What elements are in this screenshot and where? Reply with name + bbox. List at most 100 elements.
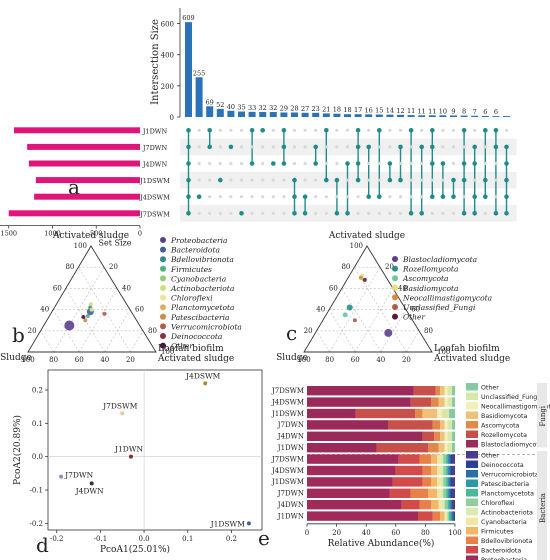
membership-dot-empty <box>441 178 445 182</box>
stacked-segment <box>440 488 444 498</box>
membership-dot-active <box>493 128 499 133</box>
membership-dot-active <box>345 161 350 166</box>
legend-marker <box>160 246 166 253</box>
membership-dot-empty <box>494 178 498 182</box>
intersection-bar <box>280 112 288 117</box>
intersection-bar <box>259 112 267 117</box>
pcoa-point-label: J4DWN <box>75 486 105 495</box>
stacked-segment <box>440 511 445 521</box>
legend-label: Unclassified_Fungi <box>481 394 539 401</box>
stacked-x-tick-label: 60 <box>391 529 400 537</box>
legend-label: Bdellovibrionota <box>170 255 234 264</box>
stacked-segment <box>450 488 453 498</box>
set-name-label: J7DWN <box>142 144 168 152</box>
legend-marker <box>160 275 166 282</box>
intersection-bar-label: 16 <box>365 106 373 114</box>
membership-dot-empty <box>451 211 456 215</box>
ternary-left-label: Sludge <box>276 353 308 363</box>
membership-dot-empty <box>430 178 434 182</box>
legend-label: Unclassified_Fungi <box>403 303 476 312</box>
ternary-grid-line <box>40 330 54 353</box>
intersection-bar-label: 28 <box>290 104 298 112</box>
membership-dot-active <box>218 177 223 183</box>
membership-dot-empty <box>345 178 350 182</box>
ternary-fungi: 202020404040606060808080100100100Activat… <box>276 231 510 364</box>
membership-dot-empty <box>335 161 339 166</box>
membership-dot-empty <box>314 128 318 132</box>
intersection-bar <box>344 114 351 117</box>
stacked-segment <box>307 408 356 419</box>
stacked-segment <box>431 397 439 407</box>
membership-dot-active <box>324 128 329 133</box>
legend-swatch <box>466 440 478 448</box>
membership-dot-active <box>430 128 435 133</box>
stacked-segment <box>307 397 411 407</box>
pcoa-point <box>120 411 125 416</box>
intersection-bar <box>386 114 394 117</box>
intersection-bar <box>195 77 203 117</box>
legend-label: Neocallimastigomycota <box>481 404 550 411</box>
membership-dot-empty <box>271 211 275 215</box>
stacked-segment <box>440 477 444 487</box>
stacked-segment <box>437 454 441 464</box>
intersection-bar <box>471 115 479 117</box>
stacked-segment <box>432 420 441 430</box>
legend-label: Actinobacteriota <box>170 284 234 293</box>
intersection-bar <box>428 115 436 117</box>
membership-dot-empty <box>409 161 413 166</box>
legend-label: Bacteroidota <box>170 246 220 255</box>
intersection-bar-label: 32 <box>269 104 277 112</box>
intersection-bar <box>291 112 298 117</box>
stacked-segment <box>444 397 448 407</box>
stacked-segment <box>438 397 445 407</box>
ternary-grid-line <box>316 330 330 353</box>
intersection-bar <box>238 111 245 117</box>
stacked-segment <box>395 465 423 476</box>
membership-dot-active <box>281 161 287 166</box>
sample-label: J7DWN <box>277 490 304 498</box>
legend-label: Blastocladiomycota <box>481 442 543 449</box>
stacked-segment <box>388 420 433 430</box>
intersection-bar-label: 69 <box>206 98 214 106</box>
membership-dot-empty <box>388 128 392 132</box>
stacked-segment <box>432 511 441 521</box>
stacked-segment <box>398 454 420 464</box>
legend-marker <box>160 304 166 311</box>
intersection-bar-label: 29 <box>280 104 288 112</box>
ternary-grid-line <box>380 309 407 353</box>
stacked-segment <box>441 408 450 419</box>
ternary-tick-label: 60 <box>135 306 144 314</box>
membership-dot-active <box>292 211 297 216</box>
membership-dot-empty <box>345 145 350 149</box>
stacked-segment <box>307 477 393 487</box>
legend-label: Proteobacteria <box>170 236 228 245</box>
intersection-bar <box>375 114 383 117</box>
intersection-bar <box>216 108 224 117</box>
stacked-segment <box>419 500 432 510</box>
pcoa-point <box>128 454 133 459</box>
membership-dot-active <box>408 211 414 216</box>
pcoa-point <box>59 474 64 479</box>
pcoa-x-label: PcoA1(25.01%) <box>100 544 170 555</box>
stacked-segment <box>307 500 402 510</box>
intersection-bar <box>354 114 362 117</box>
ternary-point <box>362 277 367 282</box>
legend-marker <box>392 256 398 262</box>
stacked-segment <box>440 454 444 464</box>
stacked-segment <box>422 431 435 441</box>
membership-dot-empty <box>441 211 445 215</box>
membership-dot-empty <box>208 161 212 166</box>
stacked-segment <box>446 477 448 487</box>
membership-dot-empty <box>239 195 244 199</box>
sample-label: J4DSWM <box>271 467 304 475</box>
membership-dot-active <box>472 194 478 199</box>
membership-dot-empty <box>261 195 265 199</box>
ternary-tick-label: 100 <box>161 348 174 356</box>
stacked-segment <box>449 454 451 464</box>
ternary-grid-line <box>341 288 382 353</box>
stacked-segment <box>452 386 455 396</box>
panel-label-d: d <box>36 533 49 557</box>
legend-swatch <box>466 536 478 544</box>
legend-label: Actinobacteriota <box>481 510 533 517</box>
membership-dot-active <box>461 211 467 216</box>
